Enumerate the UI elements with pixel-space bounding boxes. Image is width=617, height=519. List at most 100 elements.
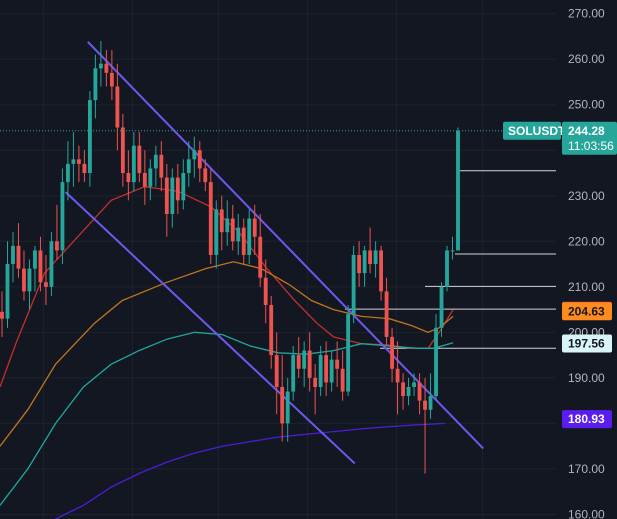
price-label-value: 180.93 [568,412,605,426]
candle-body [384,291,389,337]
channel-lines [64,41,484,465]
candle-body [170,177,175,214]
candle-body [16,245,21,269]
grid-lines [0,0,556,519]
candle-body [126,173,131,183]
candle-body [417,382,422,401]
candle-body [274,355,279,387]
candle-body [346,314,351,392]
candle-body [357,254,362,274]
candle-body [153,154,158,169]
candle-body [412,382,416,387]
candle-body [208,182,213,255]
candle-body [66,163,70,183]
candle-body [181,173,186,201]
candle-body [27,268,32,292]
candle-body [0,311,4,319]
candle-body [76,159,81,164]
channel-upper-line [87,41,484,450]
price-label-value: 197.56 [568,336,605,350]
candle-body [236,227,241,242]
moving-average-line [0,331,454,506]
candle-body [175,177,180,201]
candle-body [395,368,400,383]
candle-body [456,130,460,251]
candle-body [318,355,323,387]
candle-body [401,382,405,397]
moving-average-line [55,422,445,519]
candle-body [247,218,252,255]
candle-body [434,327,438,397]
candle-body [142,173,147,187]
candle-body [269,305,274,356]
candle-body [423,400,427,410]
bar-countdown: 11:03:56 [568,139,614,153]
y-tick-label: 190.00 [568,371,605,385]
candle-body [225,218,230,233]
candle-body [340,368,345,392]
y-tick-label: 210.00 [568,280,605,294]
candle-body [71,159,76,164]
candle-body [285,391,290,424]
y-tick-label: 250.00 [568,98,605,112]
candle-body [445,250,449,287]
candle-body [313,377,318,387]
candle-body [137,145,142,173]
candle-body [324,355,329,383]
channel-lower-line [64,191,356,465]
candle-body [186,159,191,173]
candle-body [22,268,26,292]
candle-body [5,264,10,319]
candle-body [214,209,219,255]
candle-body [252,218,257,237]
candle-body [87,100,92,173]
candle-body [49,241,54,287]
moving-averages [0,186,454,519]
candle-body [379,250,384,292]
candles [0,40,460,474]
candle-body [219,209,224,233]
candle-body [82,163,87,173]
price-axis: 270.00260.00250.00240.00230.00220.00210.… [568,7,605,519]
candle-body [362,250,367,274]
candle-body [291,355,296,392]
candle-body [104,63,109,73]
candle-body [93,68,98,101]
candle-body [60,182,65,251]
candle-body [368,250,373,265]
candle-body [335,359,340,369]
candle-body [329,359,334,383]
candle-body [164,177,169,214]
candle-body [230,218,235,242]
price-label-badge [562,334,612,353]
candle-body [109,72,114,87]
candle-body [241,227,246,255]
candle-body [98,63,103,69]
y-tick-label: 160.00 [568,507,605,519]
candle-body [390,336,394,369]
candle-body [11,245,15,265]
candle-body [302,350,307,369]
candle-body [159,154,164,178]
candle-body [131,145,136,183]
moving-average-line [0,261,454,447]
candle-body [203,168,208,183]
candle-body [307,350,312,378]
candle-body [120,127,125,173]
candle-body [428,396,433,410]
candle-body [115,86,120,128]
last-price-badge [562,121,617,155]
candle-body [33,250,37,269]
candle-body [197,150,202,169]
candle-body [148,168,153,187]
candle-body [280,386,285,424]
y-tick-label: 270.00 [568,7,605,21]
candle-body [263,277,268,306]
candle-body [38,250,43,283]
candle-body [258,236,263,278]
price-label-value: 204.63 [568,304,605,318]
candle-body [192,150,197,160]
last-price-value: 244.28 [568,124,605,138]
candle-body [450,250,455,252]
